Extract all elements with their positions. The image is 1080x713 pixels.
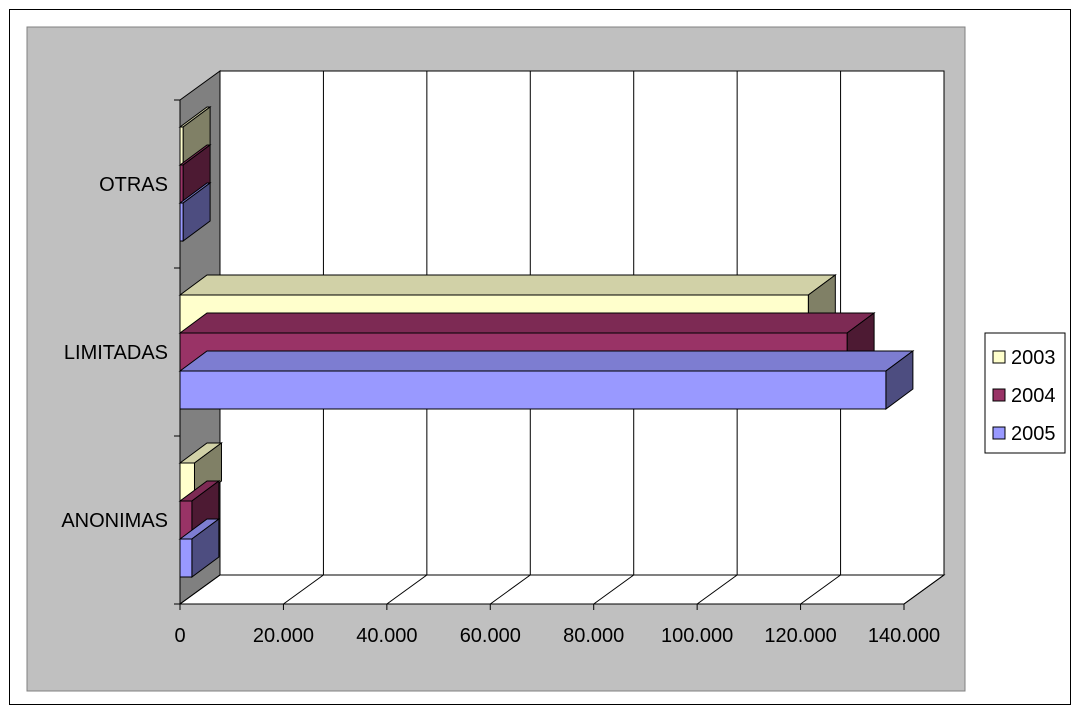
bars xyxy=(178,106,915,578)
floor-gridline xyxy=(800,574,841,605)
legend: 2003 2004 2005 xyxy=(984,332,1066,454)
x-tick-label: 80.000 xyxy=(563,625,624,647)
bar-front-face xyxy=(179,126,184,166)
legend-swatch xyxy=(992,350,1006,364)
floor-gridline xyxy=(903,574,945,605)
bar-otras-2005 xyxy=(178,182,212,242)
legend-label: 2005 xyxy=(1011,423,1056,445)
category-label: ANONIMAS xyxy=(61,510,168,532)
x-tick-labels: 0 20.000 40.000 60.000 80.000 100.000 120.000 1… xyxy=(174,625,940,647)
x-tick-label: 100.000 xyxy=(661,625,733,647)
legend-swatch xyxy=(992,388,1006,402)
bar-top-face xyxy=(178,350,915,372)
floor-gridline xyxy=(179,574,221,605)
bar-front-face xyxy=(179,164,184,204)
legend-swatch xyxy=(992,426,1006,440)
bar-otras-2003 xyxy=(178,106,212,166)
floor-gridline xyxy=(696,574,738,605)
x-tick-label: 60.000 xyxy=(460,625,521,647)
bar-limitadas-2005 xyxy=(178,350,915,410)
floor xyxy=(178,574,946,605)
bar-front-face xyxy=(179,202,184,242)
x-tick-label: 0 xyxy=(174,625,185,647)
chart-frame: 0 20.000 40.000 60.000 80.000 100.000 120.000 1… xyxy=(9,9,1071,705)
bar-front-face xyxy=(179,538,193,578)
floor-gridline xyxy=(593,574,635,605)
x-tick-label: 140.000 xyxy=(868,625,940,647)
legend-label: 2003 xyxy=(1011,347,1056,369)
x-tick-label: 120.000 xyxy=(764,625,836,647)
floor-gridline xyxy=(489,574,531,605)
legend-label: 2004 xyxy=(1011,385,1056,407)
bar-anonimas-2005 xyxy=(178,518,221,578)
x-tick-label: 20.000 xyxy=(253,625,314,647)
category-label: OTRAS xyxy=(99,174,168,196)
bar-top-face xyxy=(178,274,837,296)
bar-anonimas-2004 xyxy=(178,480,221,540)
x-tick-label: 40.000 xyxy=(356,625,417,647)
bar-anonimas-2003 xyxy=(178,442,223,502)
bar-top-face xyxy=(178,312,876,334)
floor-gridline xyxy=(283,574,324,605)
floor-gridline xyxy=(386,574,428,605)
category-labels: ANONIMAS LIMITADAS OTRAS xyxy=(61,174,168,532)
category-label: LIMITADAS xyxy=(64,342,168,364)
bar-front-face xyxy=(179,370,887,410)
bar-chart: 0 20.000 40.000 60.000 80.000 100.000 120.000 1… xyxy=(26,26,1066,692)
